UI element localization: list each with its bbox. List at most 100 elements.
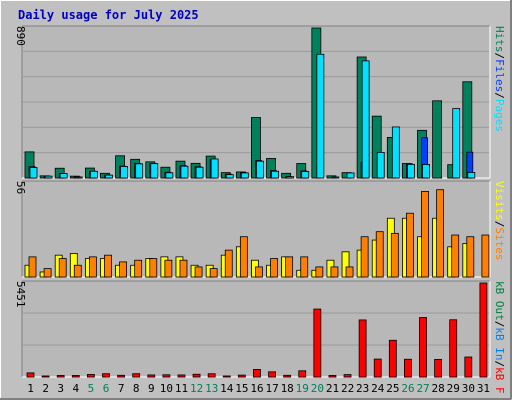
bar-sites — [315, 266, 324, 278]
bar-kbf — [343, 374, 352, 378]
hits-files-pages-panel — [21, 25, 491, 179]
legend-panel1: Hits/Files/Pages — [493, 26, 506, 132]
x-axis-day-label: 6 — [103, 382, 110, 395]
x-axis-day-label: 29 — [447, 382, 460, 395]
bar-pages — [467, 172, 476, 179]
bar-sites — [104, 254, 112, 278]
bar-hits — [371, 115, 382, 179]
legend-kbf: kB F — [493, 367, 506, 394]
bar-kbf — [26, 372, 35, 378]
bar-pages — [225, 174, 234, 179]
bar-pages — [89, 170, 98, 179]
x-axis-day-label: 1 — [27, 382, 34, 395]
bar-sites — [224, 249, 233, 278]
bar-hits — [432, 100, 443, 179]
x-axis-day-label: 8 — [133, 382, 140, 395]
bar-kbf — [117, 374, 125, 378]
bar-kbf — [404, 358, 412, 378]
x-axis-day-label: 28 — [432, 382, 445, 395]
bar-pages — [165, 172, 174, 179]
bar-kbf — [388, 339, 397, 378]
bar-pages — [407, 163, 415, 179]
bar-pages — [195, 166, 204, 179]
bar-sites — [194, 266, 203, 278]
x-axis-day-label: 7 — [118, 382, 125, 395]
x-axis-day-label: 15 — [235, 382, 248, 395]
legend-kbin: kB In — [493, 327, 506, 360]
bar-sites — [58, 258, 67, 278]
bar-pages — [256, 160, 264, 179]
x-axis-day-label: 12 — [190, 382, 203, 395]
bar-sites — [43, 268, 52, 278]
bar-kbf — [419, 317, 427, 378]
bar-pages — [452, 108, 461, 179]
x-axis-day-label: 2 — [42, 382, 49, 395]
bar-pages — [271, 170, 279, 179]
legend-panel3: kB Out/kB In/kB F — [493, 281, 506, 394]
bar-sites — [134, 259, 143, 278]
panel3-ymax-label: 5451 — [14, 281, 27, 308]
legend-sep: / — [493, 53, 506, 60]
legend-visits: Visits — [493, 181, 506, 221]
bar-pages — [29, 167, 38, 179]
x-axis-day-label: 21 — [326, 382, 339, 395]
bar-kbf — [132, 373, 141, 378]
bar-pages — [331, 176, 340, 179]
legend-sites: Sites — [493, 227, 506, 260]
bar-kbf — [358, 319, 367, 378]
visits-sites-panel — [21, 180, 491, 278]
x-axis-day-label: 18 — [281, 382, 294, 395]
bar-sites — [164, 259, 173, 278]
x-axis-labels: 1 2 3 4 5 6 7 8 9 10 11 12 13 14 15 16 17 18 19 20 21 22 23 24 2… — [27, 382, 490, 395]
bar-kbf — [86, 374, 95, 378]
bar-kbf — [41, 375, 50, 378]
panel-background — [22, 281, 490, 377]
bar-pages — [301, 171, 310, 179]
bar-kbf — [56, 375, 65, 378]
x-axis-day-label: 11 — [175, 382, 188, 395]
bar-sites — [375, 231, 384, 278]
bar-pages — [44, 175, 53, 179]
legend-sep: / — [493, 361, 506, 368]
bar-sites — [466, 236, 475, 278]
x-axis-day-label: 19 — [296, 382, 309, 395]
bar-kbf — [222, 375, 231, 378]
x-axis-day-label: 13 — [205, 382, 218, 395]
bar-kbf — [373, 358, 382, 378]
bar-kbf — [147, 374, 156, 378]
legend-kbout: kB Out — [493, 281, 506, 321]
bar-sites — [119, 261, 127, 278]
bar-kbf — [192, 373, 201, 378]
bar-kbf — [434, 359, 443, 378]
bar-kbf — [253, 369, 261, 378]
bar-visits — [341, 251, 350, 278]
legend-sep: / — [493, 321, 506, 328]
bar-kbf — [313, 308, 322, 378]
bar-kbf — [283, 374, 292, 378]
x-axis-day-label: 27 — [416, 382, 429, 395]
bar-sites — [360, 236, 369, 278]
x-axis-day-label: 4 — [73, 382, 80, 395]
x-axis-day-label: 26 — [401, 382, 414, 395]
x-axis-day-label: 17 — [265, 382, 278, 395]
panel1-ymax-label: 890 — [14, 26, 27, 46]
bar-kbf — [71, 375, 80, 378]
bar-pages — [376, 151, 385, 179]
bar-pages — [346, 172, 355, 179]
x-axis-day-label: 31 — [477, 382, 490, 395]
panel2-ymax-label: 56 — [14, 181, 27, 194]
bar-kbf — [328, 375, 337, 378]
chart-title: Daily usage for July 2025 — [18, 8, 199, 22]
bar-sites — [300, 256, 309, 278]
bar-pages — [422, 164, 430, 179]
bar-sites — [285, 256, 294, 278]
bar-pages — [150, 163, 159, 179]
bar-sites — [330, 266, 339, 278]
x-axis-day-label: 20 — [311, 382, 324, 395]
bar-sites — [481, 234, 490, 278]
bar-sites — [179, 259, 188, 278]
x-axis-day-label: 5 — [88, 382, 95, 395]
bar-pages — [74, 176, 83, 179]
bar-pages — [316, 53, 325, 179]
